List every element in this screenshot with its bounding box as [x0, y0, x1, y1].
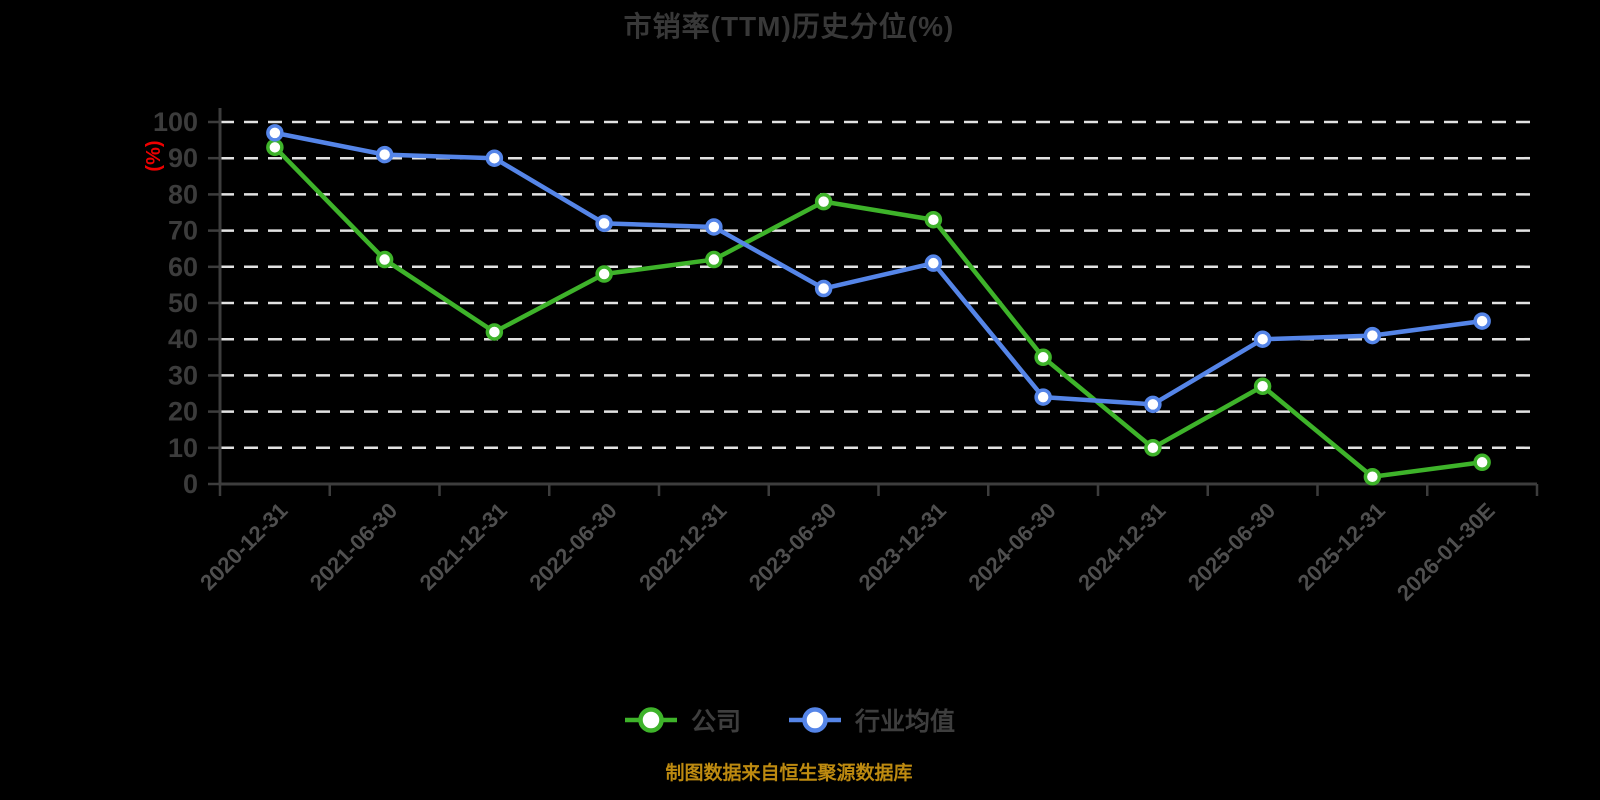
data-point[interactable]	[1363, 326, 1382, 345]
y-tick-label: 20	[168, 397, 198, 427]
data-point[interactable]	[1034, 348, 1052, 367]
legend-item-company[interactable]: 公司	[623, 702, 741, 738]
data-source-note: 制图数据来自恒生聚源数据库	[665, 763, 913, 784]
data-point[interactable]	[485, 323, 504, 341]
data-points	[266, 124, 1491, 486]
x-axis-label: 2023-12-31	[854, 498, 951, 595]
x-axis-label: 2024-06-30	[963, 498, 1060, 595]
series-line	[272, 145, 1485, 480]
data-point[interactable]	[1144, 395, 1162, 414]
data-point[interactable]	[1253, 330, 1272, 348]
y-tick-label: 10	[168, 433, 198, 463]
y-tick-label: 100	[153, 107, 198, 137]
x-axis-label: 2021-06-30	[305, 498, 402, 595]
x-axis-label: 2020-12-31	[195, 498, 292, 595]
data-point[interactable]	[485, 149, 504, 167]
axis-line	[218, 108, 1537, 486]
data-point[interactable]	[924, 210, 943, 229]
data-point[interactable]	[705, 250, 723, 269]
y-tick-label: 60	[168, 252, 198, 282]
data-point[interactable]	[1253, 377, 1272, 396]
x-axis-label: 2025-06-30	[1183, 498, 1280, 595]
y-tick-label: 80	[168, 179, 198, 209]
data-point[interactable]	[595, 265, 613, 283]
y-tick-label: 30	[168, 360, 198, 390]
data-point[interactable]	[814, 192, 833, 211]
gridlines	[220, 120, 1537, 450]
data-point[interactable]	[266, 138, 284, 157]
data-point[interactable]	[1034, 388, 1052, 406]
data-point[interactable]	[1144, 439, 1162, 457]
y-tick-label: 70	[168, 216, 198, 246]
x-axis-label: 2021-12-31	[415, 498, 512, 595]
legend-marker-industry-icon	[789, 707, 841, 733]
series-line	[272, 130, 1485, 407]
data-point[interactable]	[1473, 453, 1491, 472]
chart-title: 市销率(TTM)历史分位(%)	[623, 11, 955, 42]
y-tick-label: 90	[168, 143, 198, 173]
legend-marker-company-icon	[624, 707, 677, 733]
data-point[interactable]	[814, 279, 833, 298]
y-tick-label: 40	[168, 324, 198, 354]
y-axis-labels: 0 10 20 30 40 50 60 70 80 90 100	[153, 107, 198, 499]
data-point[interactable]	[375, 145, 394, 164]
data-point[interactable]	[1473, 312, 1491, 330]
data-point[interactable]	[1363, 468, 1382, 486]
x-axis-label: 2025-12-31	[1293, 498, 1390, 595]
x-axis-label: 2026-01-30E	[1392, 498, 1500, 606]
x-axis-labels: 2020-12-31 2021-06-30 2021-12-31 2022-06-30…	[195, 498, 1500, 606]
data-point[interactable]	[266, 124, 284, 142]
y-tick-label: 50	[168, 288, 198, 318]
legend-item-industry-average[interactable]: 行业均值	[787, 702, 955, 738]
data-point[interactable]	[375, 250, 394, 269]
axes	[208, 108, 1539, 496]
legend-label-industry-average: 行业均值	[855, 708, 956, 736]
series-lines	[272, 130, 1485, 480]
data-point[interactable]	[705, 218, 723, 236]
data-point[interactable]	[595, 214, 613, 233]
legend-label-company: 公司	[690, 708, 741, 736]
x-axis-label: 2022-06-30	[524, 498, 621, 595]
legend: 公司 行业均值	[0, 702, 1578, 738]
y-tick-label: 0	[183, 469, 198, 499]
x-axis-label: 2023-06-30	[744, 498, 841, 595]
x-axis-label: 2022-12-31	[634, 498, 731, 595]
y-axis-unit-label: (%)	[143, 140, 165, 171]
x-axis-label: 2024-12-31	[1073, 498, 1170, 595]
data-point[interactable]	[924, 254, 943, 272]
